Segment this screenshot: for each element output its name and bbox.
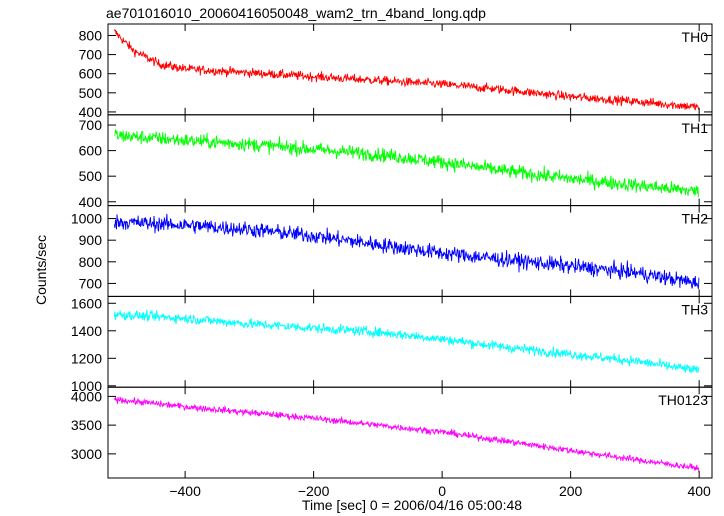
y-tick-label: 1000 [71, 211, 102, 227]
panel-label: TH0123 [658, 392, 708, 408]
panels-group: 400 500 600 700 800 TH0 400 500 600 700 TH1 700 800 9… [71, 23, 713, 499]
series-line-th2 [113, 213, 700, 290]
chart-title: ae701016010_20060416050048_wam2_trn_4ban… [106, 5, 486, 21]
y-tick-label: 700 [79, 47, 103, 63]
y-tick-label: 800 [79, 254, 103, 270]
panel-frame [107, 295, 713, 388]
y-tick-label: 1200 [71, 350, 102, 366]
y-tick-label: 1400 [71, 323, 102, 339]
panel-th0: 400 500 600 700 800 TH0 [79, 23, 713, 120]
y-tick-label: 700 [79, 275, 103, 291]
y-tick-label: 400 [79, 194, 103, 210]
x-tick-label: 0 [438, 483, 446, 499]
y-tick-label: 3000 [71, 446, 102, 462]
y-tick-label: 3500 [71, 417, 102, 433]
series-line-th3 [113, 309, 700, 374]
y-tick-label: 500 [79, 85, 103, 101]
series-line-th1 [114, 128, 699, 198]
panel-th0123: 3000 3500 4000 TH0123 [71, 386, 713, 479]
x-axis-title: Time [sec] 0 = 2006/04/16 05:00:48 [302, 497, 522, 513]
x-tick-label: 400 [687, 483, 711, 499]
panel-label: TH0 [682, 29, 709, 45]
y-tick-label: 600 [79, 66, 103, 82]
y-tick-label: 700 [79, 117, 103, 133]
panel-label: TH3 [682, 301, 709, 317]
panel-th3: 1000 1200 1400 1600 TH3 [71, 295, 713, 394]
y-tick-label: 800 [79, 27, 103, 43]
x-tick-label: −400 [169, 483, 201, 499]
panel-label: TH2 [682, 211, 709, 227]
series-line-th0 [113, 29, 700, 111]
series-line-th0123 [113, 396, 700, 473]
panel-th2: 700 800 900 1000 TH2 [71, 205, 713, 297]
x-tick-label: 200 [559, 483, 583, 499]
y-tick-label: 1600 [71, 295, 102, 311]
y-axis-title: Counts/sec [33, 235, 49, 305]
y-tick-label: 600 [79, 143, 103, 159]
y-tick-label: 500 [79, 168, 103, 184]
panel-frame [107, 386, 713, 479]
y-tick-label: 900 [79, 232, 103, 248]
y-tick-label: 400 [79, 104, 103, 120]
panel-th1: 400 500 600 700 TH1 [79, 114, 713, 210]
x-tick-label: −200 [298, 483, 330, 499]
panel-label: TH1 [682, 120, 709, 136]
y-tick-label: 4000 [71, 388, 102, 404]
y-tick-label: 1000 [71, 378, 102, 394]
